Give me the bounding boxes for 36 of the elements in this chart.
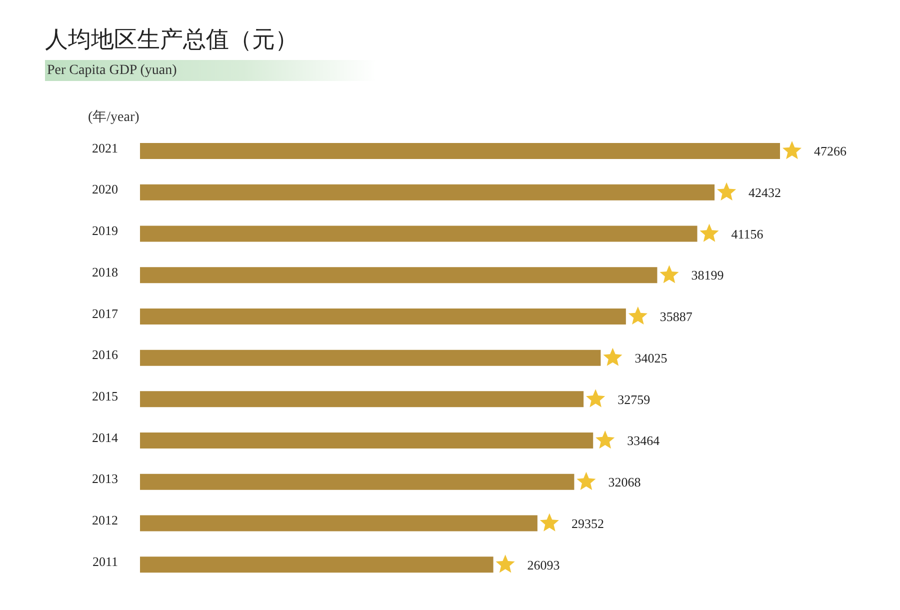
bar: [140, 474, 574, 490]
y-tick-label: 2019: [92, 223, 118, 238]
data-label: 33464: [627, 433, 660, 448]
bar: [140, 350, 601, 366]
y-axis-title: (年/year): [88, 108, 140, 126]
data-label: 35887: [660, 309, 693, 324]
y-tick-label: 2016: [92, 347, 118, 362]
data-label: 26093: [527, 557, 560, 572]
data-label: 29352: [571, 516, 604, 531]
bar: [140, 184, 715, 200]
bar: [140, 143, 780, 159]
bar: [140, 308, 626, 324]
y-tick-label: 2018: [92, 264, 118, 280]
y-tick-label: 2012: [92, 512, 118, 528]
data-label: 34025: [634, 350, 668, 366]
bar: [140, 556, 494, 573]
data-label: 47266: [814, 144, 847, 159]
bar: [140, 226, 698, 242]
y-tick-label: 2017: [92, 306, 118, 321]
y-tick-label: 2011: [92, 554, 118, 569]
data-label: 42432: [748, 184, 782, 200]
bar: [140, 391, 584, 408]
chart-subtitle: Per Capita GDP (yuan): [45, 60, 377, 81]
data-label: 32759: [618, 392, 650, 407]
bar: [140, 515, 538, 532]
data-label: 38199: [691, 268, 724, 283]
y-tick-label: 2014: [92, 430, 118, 445]
bar: [140, 267, 658, 284]
y-tick-label: 2021: [92, 140, 118, 156]
data-label: 41156: [731, 226, 764, 242]
y-tick-label: 2013: [92, 471, 118, 486]
chart-title: 人均地区生产总值（元）: [45, 26, 298, 55]
y-tick-label: 2020: [92, 182, 118, 197]
data-label: 32068: [608, 474, 641, 490]
bar: [140, 432, 594, 449]
y-tick-label: 2015: [92, 388, 118, 404]
